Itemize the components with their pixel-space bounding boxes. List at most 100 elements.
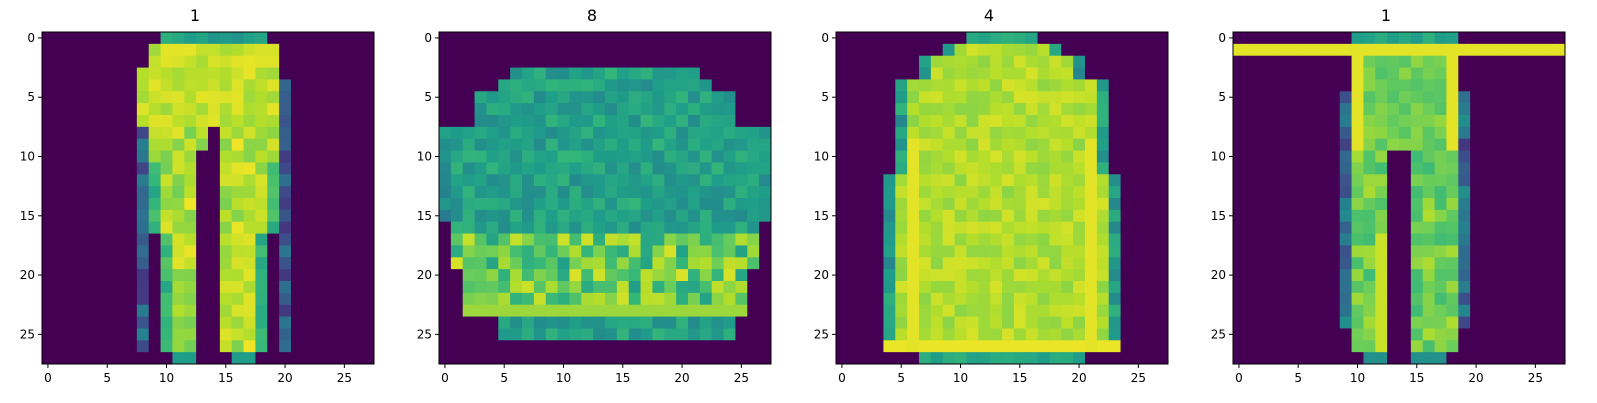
heatmap-cell: [231, 245, 244, 258]
heatmap-cell: [652, 79, 665, 92]
heatmap-cell: [1316, 233, 1329, 246]
heatmap-cell: [184, 328, 197, 341]
heatmap-cell: [302, 245, 316, 258]
heatmap-cell: [1375, 126, 1388, 140]
heatmap-cell: [1446, 198, 1459, 211]
heatmap-cell: [1233, 138, 1246, 151]
heatmap-cell: [1013, 281, 1027, 294]
heatmap-cell: [1339, 352, 1352, 365]
heatmap-cell: [1339, 292, 1352, 306]
heatmap-cell: [231, 352, 244, 365]
heatmap-cell: [1410, 150, 1424, 163]
heatmap-cell: [930, 79, 944, 92]
heatmap-cell: [1410, 186, 1424, 199]
heatmap-cell: [557, 198, 570, 211]
heatmap-cell: [699, 162, 713, 175]
heatmap-cell: [1108, 316, 1121, 329]
heatmap-cell: [148, 304, 161, 317]
heatmap-cell: [208, 91, 221, 104]
heatmap-cell: [1339, 281, 1352, 294]
heatmap-cell: [836, 281, 849, 294]
heatmap-cell: [1037, 103, 1050, 116]
heatmap-cell: [1458, 174, 1471, 187]
heatmap-cell: [942, 316, 955, 329]
heatmap-cell: [605, 126, 618, 140]
heatmap-cell: [208, 257, 221, 270]
heatmap-cell: [1339, 245, 1352, 258]
heatmap-cell: [1156, 126, 1169, 140]
heatmap-cell: [302, 352, 316, 365]
x-tick-label: 15: [1409, 371, 1424, 385]
heatmap-cell: [1013, 233, 1027, 246]
heatmap-cell: [1233, 281, 1246, 294]
heatmap-cell: [735, 32, 748, 45]
heatmap-cell: [1061, 91, 1074, 104]
heatmap-cell: [1316, 186, 1329, 199]
heatmap-cell: [243, 304, 256, 317]
heatmap-cell: [255, 115, 268, 128]
heatmap-cell: [1156, 281, 1169, 294]
heatmap-cell: [113, 245, 126, 258]
heatmap-cell: [954, 103, 967, 116]
heatmap-cell: [42, 150, 55, 163]
heatmap-cell: [1482, 316, 1495, 329]
heatmap-cell: [362, 138, 375, 151]
heatmap-cell: [723, 138, 736, 151]
heatmap-cell: [1256, 32, 1269, 45]
heatmap-cell: [1025, 221, 1038, 234]
heatmap-cell: [640, 138, 653, 151]
heatmap-cell: [450, 91, 464, 104]
heatmap-cell: [1446, 281, 1459, 294]
heatmap-cell: [990, 221, 1003, 234]
heatmap-cell: [1073, 233, 1086, 246]
heatmap-cell: [990, 174, 1003, 187]
heatmap-cell: [1013, 91, 1027, 104]
heatmap-cell: [1363, 174, 1376, 187]
heatmap-cell: [1013, 352, 1027, 365]
heatmap-cell: [1244, 316, 1258, 329]
heatmap-cell: [1422, 43, 1435, 57]
heatmap-cell: [1363, 55, 1376, 68]
heatmap-cell: [474, 281, 487, 294]
heatmap-cell: [1108, 292, 1121, 306]
heatmap-cell: [1013, 55, 1027, 68]
heatmap-cell: [1085, 174, 1098, 187]
heatmap-cell: [978, 103, 991, 116]
heatmap-cell: [1553, 292, 1566, 306]
heatmap-cell: [450, 292, 464, 306]
heatmap-cell: [1073, 245, 1086, 258]
heatmap-cell: [77, 198, 90, 211]
heatmap-cell: [919, 162, 932, 175]
heatmap-cell: [1013, 328, 1027, 341]
heatmap-cell: [462, 174, 475, 187]
heatmap-cell: [350, 186, 363, 199]
heatmap-cell: [1316, 316, 1329, 329]
heatmap-cell: [184, 340, 197, 353]
heatmap-cell: [723, 340, 736, 353]
heatmap-cell: [65, 304, 78, 317]
heatmap-cell: [1073, 352, 1086, 365]
heatmap-cell: [1493, 316, 1507, 329]
heatmap-cell: [593, 91, 606, 104]
heatmap-cell: [1037, 67, 1050, 80]
heatmap-cell: [160, 126, 173, 140]
heatmap-cell: [148, 138, 161, 151]
heatmap-cell: [1144, 245, 1157, 258]
heatmap-cell: [859, 186, 872, 199]
heatmap-cell: [243, 257, 256, 270]
heatmap-cell: [1108, 186, 1121, 199]
heatmap-cell: [836, 138, 849, 151]
heatmap-cell: [859, 67, 872, 80]
heatmap-cell: [184, 209, 197, 223]
heatmap-cell: [1061, 233, 1074, 246]
heatmap-cell: [1280, 304, 1293, 317]
heatmap-cell: [1025, 352, 1038, 365]
heatmap-cell: [1446, 126, 1459, 140]
heatmap-cell: [1529, 186, 1542, 199]
heatmap-cell: [1085, 150, 1098, 163]
heatmap-cell: [1351, 115, 1364, 128]
heatmap-cell: [1541, 138, 1554, 151]
heatmap-cell: [1339, 43, 1352, 57]
heatmap-cell: [1096, 233, 1110, 246]
heatmap-cell: [1132, 43, 1145, 57]
